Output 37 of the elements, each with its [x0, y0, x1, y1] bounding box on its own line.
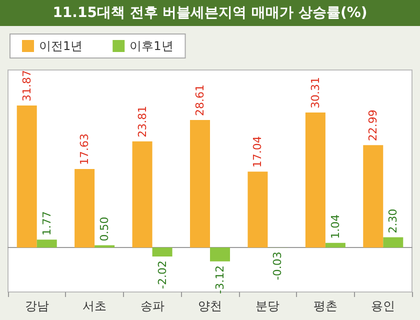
bar	[363, 145, 384, 248]
x-tick-label: 평촌	[313, 299, 338, 313]
bar	[132, 141, 152, 248]
data-label: 2.30	[386, 208, 400, 234]
bar	[210, 248, 230, 262]
x-tick-label: 서초	[82, 299, 107, 313]
bar	[190, 120, 210, 248]
bar	[94, 245, 115, 248]
data-label: 17.63	[78, 133, 92, 165]
data-label: -2.02	[156, 260, 169, 289]
data-label: 0.50	[98, 216, 112, 242]
data-label: 31.87	[20, 70, 34, 102]
bar	[16, 106, 37, 248]
x-tick-label: 송파	[140, 299, 164, 313]
bar	[325, 242, 346, 248]
data-label: 1.77	[40, 211, 54, 236]
legend-label: 이후1년	[130, 39, 174, 53]
bar	[74, 168, 95, 248]
data-label: -3.12	[214, 265, 226, 294]
chart-title: 11.15대책 전후 버블세븐지역 매매가 상승률(%)	[0, 0, 420, 26]
x-tick-label: 강남	[24, 299, 49, 313]
data-label: 17.04	[251, 136, 264, 168]
bar	[383, 237, 404, 248]
bar	[248, 172, 268, 248]
bar	[36, 240, 57, 248]
legend-label: 이전1년	[39, 39, 83, 53]
data-label: -0.03	[271, 252, 284, 280]
x-tick-label: 양천	[198, 299, 222, 313]
x-tick-label: 분당	[256, 299, 280, 313]
data-label: 22.99	[366, 110, 380, 142]
x-tick-label: 용인	[371, 299, 396, 313]
data-label: 23.81	[136, 106, 149, 138]
data-label: 28.61	[194, 84, 206, 116]
bar	[152, 248, 172, 257]
data-label: 30.31	[308, 76, 322, 108]
bar	[305, 112, 326, 248]
data-label: 1.04	[328, 214, 342, 239]
